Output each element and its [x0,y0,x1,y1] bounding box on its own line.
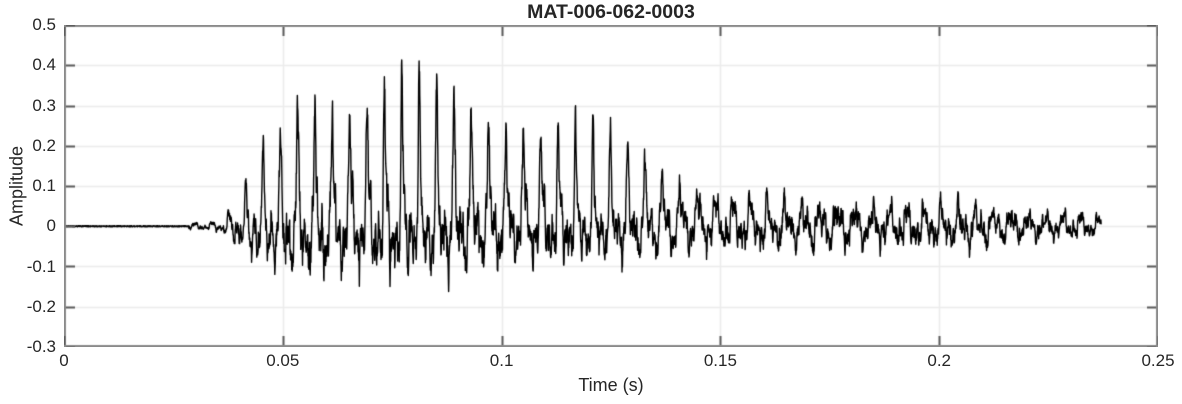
x-tick-label: 0.1 [489,351,514,370]
y-tick-label: 0.1 [32,176,56,195]
x-tick-label: 0.15 [703,351,737,370]
y-tick-label: 0.5 [32,15,56,34]
chart-title: MAT-006-062-0003 [527,1,695,23]
x-tick-label: 0 [59,351,69,370]
y-tick-label: 0.2 [32,135,56,155]
y-tick-label: -0.2 [26,296,56,316]
y-tick-label: 0.3 [32,95,56,115]
x-tick-label: 0.25 [1141,351,1175,370]
x-tick-label: 0.05 [266,351,300,370]
x-axis-label: Time (s) [578,375,644,395]
y-tick-label: 0 [46,216,56,236]
plot-area [64,25,1158,347]
y-tick-label: 0.4 [32,55,56,75]
x-tick-label: 0.2 [927,351,952,370]
y-tick-label: -0.1 [26,256,56,276]
y-tick-label: -0.3 [26,337,56,356]
